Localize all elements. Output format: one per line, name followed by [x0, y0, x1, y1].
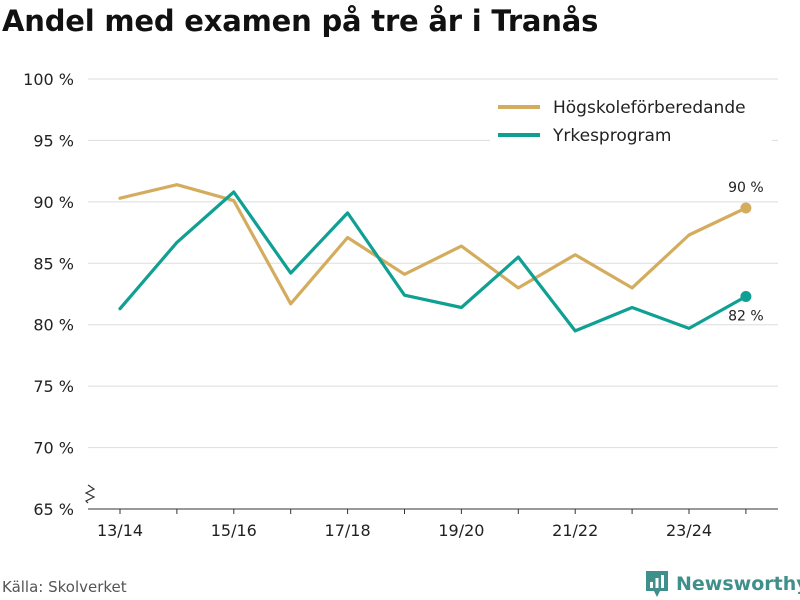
series-line-hogskoleforberedande — [118, 183, 748, 306]
y-tick-label: 65 % — [33, 500, 74, 519]
series-line-yrkesprogram — [118, 190, 748, 333]
y-tick-label: 95 % — [33, 131, 74, 150]
series-end-point — [740, 290, 752, 302]
y-axis-break-icon — [84, 484, 96, 504]
brand-name: Newsworthy — [676, 573, 800, 595]
series-end-point — [740, 202, 752, 214]
x-tick-label: 17/18 — [325, 521, 371, 540]
legend-label: Yrkesprogram — [552, 126, 672, 146]
axes: 65 % 70 % 75 % 80 % 85 % 90 % 95 % 100 % 13/14 15… — [23, 70, 778, 540]
y-tick-label: 85 % — [33, 254, 74, 273]
newsworthy-logo-icon — [646, 571, 668, 597]
y-tick-label: 90 % — [33, 193, 74, 212]
x-tick-label: 21/22 — [552, 521, 598, 540]
y-tick-label: 80 % — [33, 316, 74, 335]
data-labels: 90 % 82 % — [728, 180, 764, 324]
x-tick-label: 13/14 — [97, 521, 143, 540]
y-tick-label: 75 % — [33, 377, 74, 396]
legend-background — [490, 92, 772, 152]
y-tick-label: 70 % — [33, 439, 74, 458]
x-tick-label: 23/24 — [666, 521, 712, 540]
source-note: Källa: Skolverket — [2, 578, 127, 596]
x-tick-label: 15/16 — [211, 521, 257, 540]
x-tick-label: 19/20 — [438, 521, 484, 540]
data-label: 82 % — [728, 308, 764, 324]
series-lines — [118, 183, 752, 333]
chart-title: Andel med examen på tre år i Tranås — [2, 4, 599, 38]
legend: Högskoleförberedande Yrkesprogram — [490, 92, 772, 152]
brand-logo[interactable]: Newsworthy — [644, 568, 800, 600]
data-label: 90 % — [728, 180, 764, 196]
y-tick-label: 100 % — [23, 70, 74, 89]
legend-label: Högskoleförberedande — [553, 98, 746, 118]
